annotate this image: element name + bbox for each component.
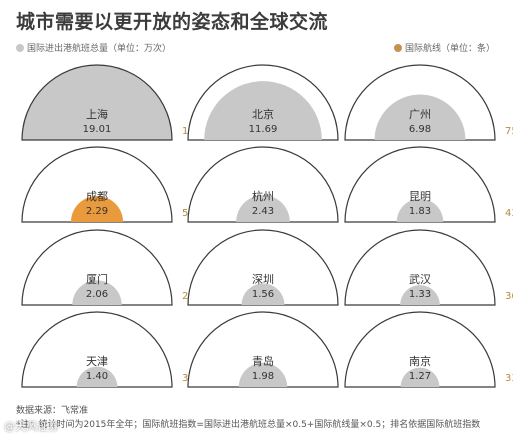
- flights-value: 1.83: [409, 206, 431, 217]
- inner-semicircle: [70, 195, 124, 222]
- outer-semicircle: [344, 146, 496, 223]
- inner-semicircle: [374, 94, 466, 140]
- city-cell: 深圳1.5634: [187, 229, 361, 306]
- outer-semicircle: [187, 146, 339, 223]
- flights-value: 1.98: [252, 371, 274, 382]
- inner-semicircle: [72, 280, 122, 305]
- footnote: *注：统计时间为2015年全年；国际航班指数=国际进出港航班总量×0.5+国际航…: [16, 420, 481, 430]
- city-name: 厦门: [86, 272, 108, 286]
- legend-flights-label: 国际进出港航班总量（单位：万次）: [27, 44, 172, 54]
- city-cell: 武汉 1.33 36: [344, 229, 513, 306]
- outer-semicircle: [187, 229, 339, 306]
- outer-semicircle: [187, 311, 339, 388]
- flights-value: 1.27: [409, 371, 431, 382]
- flights-value: 2.43: [252, 206, 274, 217]
- inner-semicircle: [400, 367, 440, 387]
- inner-semicircle: [76, 366, 118, 387]
- city-cell: 南京 1.27 33: [344, 311, 513, 388]
- watermark: @天风证券: [4, 420, 59, 433]
- flights-value: 19.01: [83, 124, 112, 135]
- legend-grey-dot-icon: [16, 43, 24, 52]
- city-name: 杭州: [252, 189, 274, 203]
- city-name: 南京: [409, 354, 431, 368]
- inner-semicircle: [241, 283, 285, 305]
- legend-routes-label: 国际航线（单位：条）: [404, 44, 495, 54]
- inner-semicircle: [238, 362, 288, 387]
- legend-routes: 国际航线（单位：条）: [393, 41, 495, 54]
- city-name: 上海: [86, 107, 108, 121]
- routes-value: 75: [505, 126, 513, 137]
- city-name: 青岛: [252, 354, 274, 368]
- city-name: 天津: [86, 355, 108, 368]
- city-name: 武汉: [409, 273, 431, 286]
- inner-semicircle: [396, 198, 444, 222]
- city-name: 深圳: [252, 273, 274, 286]
- chart-title: 城市需要以更开放的姿态和全球交流: [16, 11, 329, 33]
- outer-semicircle: [21, 146, 173, 223]
- city-cell: 广州 6.98 75: [344, 64, 513, 141]
- flights-value: 1.56: [252, 289, 274, 300]
- legend-gold-dot-icon: [393, 43, 402, 52]
- inner-semicircle: [236, 195, 290, 222]
- routes-value: 36: [505, 291, 513, 302]
- city-name: 北京: [252, 107, 274, 121]
- city-cell: 厦门2.0629: [21, 229, 195, 306]
- routes-value: 43: [505, 208, 513, 219]
- city-name: 成都: [86, 190, 108, 203]
- outer-semicircle: [21, 311, 173, 388]
- city-name: 昆明: [409, 190, 431, 203]
- outer-semicircle: [21, 229, 173, 306]
- city-name: 广州: [409, 108, 431, 121]
- flights-value: 1.40: [86, 371, 108, 382]
- legend-flights: 国际进出港航班总量（单位：万次）: [16, 41, 171, 54]
- inner-semicircle: [204, 81, 322, 140]
- outer-semicircle: [344, 311, 496, 388]
- outer-semicircle: [21, 64, 173, 141]
- city-cell: 昆明 1.83 43: [344, 146, 513, 223]
- inner-semicircle: [400, 285, 440, 305]
- city-cell: 青岛1.9826: [187, 311, 361, 388]
- flights-value: 1.33: [409, 289, 431, 300]
- city-cell: 杭州2.4339: [187, 146, 361, 223]
- city-cell: 天津1.4034: [21, 311, 195, 388]
- flights-value: 11.69: [249, 124, 278, 135]
- source-note: 数据来源：飞常准: [16, 406, 89, 416]
- outer-semicircle: [344, 229, 496, 306]
- flights-value: 6.98: [409, 124, 431, 135]
- flights-value: 2.29: [86, 206, 108, 217]
- city-grid: 上海19.01131北京11.69131广州6.9875成都2.2953杭州2.…: [21, 64, 513, 388]
- city-cell: 成都2.2953: [21, 146, 195, 223]
- routes-value: 33: [505, 373, 513, 384]
- flights-value: 2.06: [86, 289, 108, 300]
